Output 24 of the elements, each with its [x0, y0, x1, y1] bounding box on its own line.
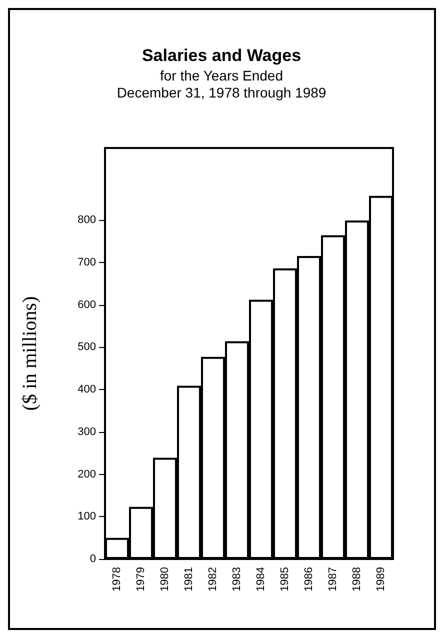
y-tick-label: 700: [78, 256, 96, 268]
x-tick-label: 1978: [111, 567, 123, 592]
x-tick-label: 1981: [183, 567, 195, 592]
y-tick-label: 600: [78, 298, 96, 311]
x-tick-label: 1982: [207, 567, 219, 592]
x-tick-label: 1985: [279, 567, 291, 592]
x-tick-label: 1986: [303, 567, 315, 592]
x-tick-label: 1989: [375, 567, 387, 592]
y-tick-label: 800: [78, 214, 96, 226]
x-tick-label: 1984: [255, 567, 267, 592]
chart-title: Salaries and Wages: [142, 46, 302, 65]
x-tick-label: 1983: [231, 567, 243, 592]
y-tick-label: 200: [78, 468, 96, 480]
y-tick-label: 300: [78, 426, 96, 438]
y-tick-label: 0: [90, 553, 96, 565]
x-tick-label: 1987: [327, 567, 339, 592]
y-tick-label: 500: [78, 341, 96, 354]
x-tick-label: 1980: [159, 567, 171, 592]
x-tick-label: 1988: [351, 567, 363, 592]
chart-subtitle: for the Years Ended December 31, 1978 through 1989: [116, 68, 326, 100]
y-axis-title: ($ in millions): [19, 296, 41, 411]
y-tick-label: 100: [78, 510, 96, 523]
x-tick-label: 1979: [135, 567, 147, 592]
y-tick-label: 400: [78, 384, 96, 396]
